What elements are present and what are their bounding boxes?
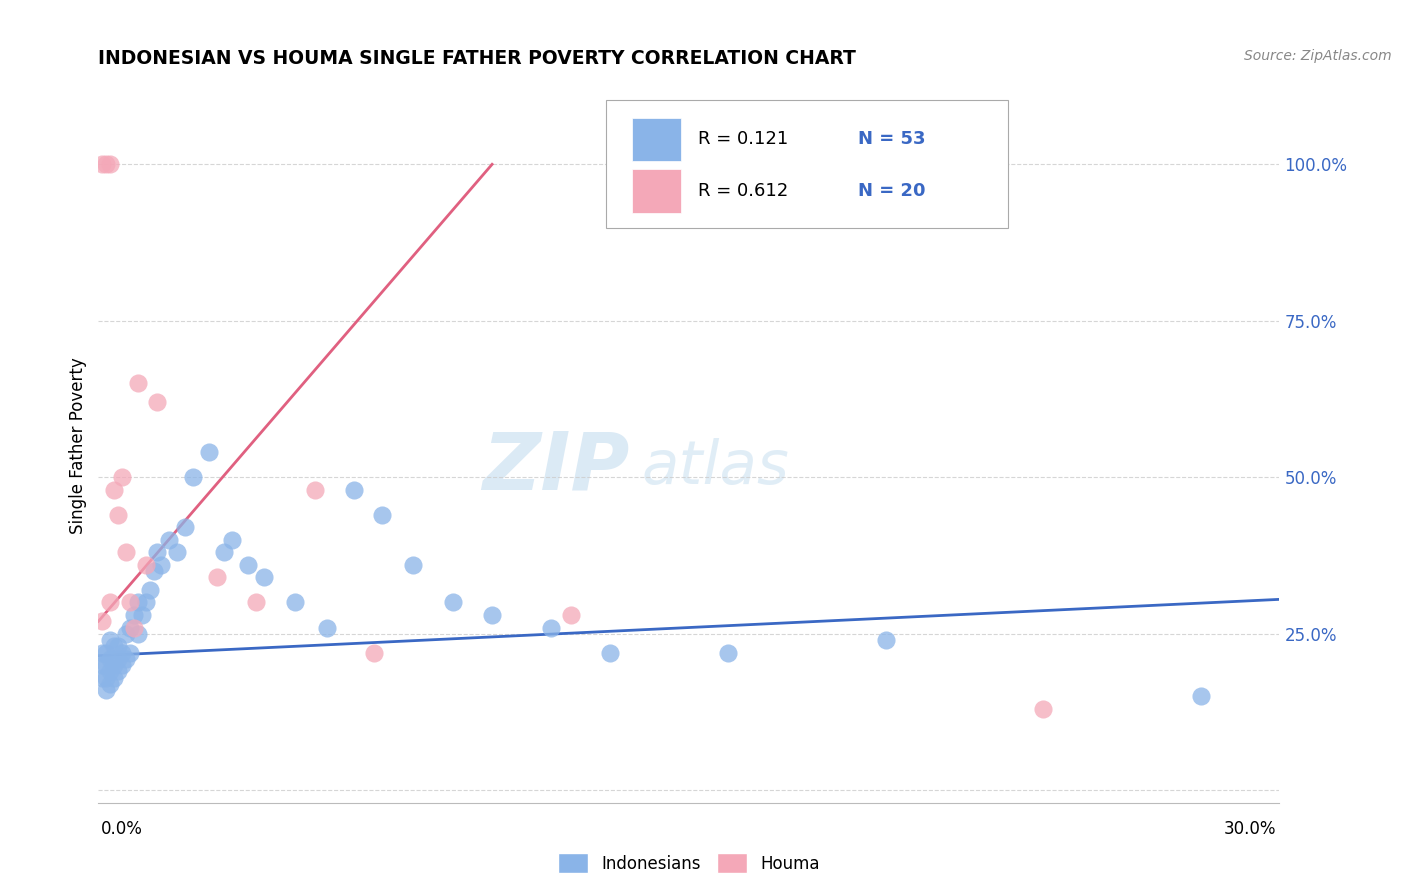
Point [166,545,188,559]
Point [875,633,897,648]
Point [142,564,165,578]
Point [138,582,160,597]
Point [91,671,114,685]
Point [540,621,562,635]
Point [150,558,173,572]
Point [96,683,118,698]
Point [127,376,149,391]
Point [481,607,503,622]
Point [157,533,180,547]
Text: N = 53: N = 53 [858,130,925,148]
Point [127,627,149,641]
Point [131,607,153,622]
Point [118,646,141,660]
Text: Source: ZipAtlas.com: Source: ZipAtlas.com [1244,49,1392,63]
Point [98,157,121,171]
Point [111,646,134,660]
Point [96,157,118,171]
Point [111,470,134,484]
Point [214,545,236,559]
Text: R = 0.612: R = 0.612 [699,182,789,200]
Point [315,621,337,635]
Point [103,483,125,497]
Text: INDONESIAN VS HOUMA SINGLE FATHER POVERTY CORRELATION CHART: INDONESIAN VS HOUMA SINGLE FATHER POVERT… [98,49,856,68]
Point [98,633,121,648]
Point [371,508,394,522]
Point [96,671,118,685]
Point [98,652,121,666]
Point [197,445,219,459]
FancyBboxPatch shape [633,118,681,161]
Point [107,508,129,522]
Point [135,558,157,572]
Point [146,545,169,559]
Point [103,640,125,654]
Point [96,658,118,673]
Point [103,658,125,673]
Point [91,157,114,171]
Point [96,646,118,660]
Point [118,621,141,635]
Point [115,627,138,641]
Point [127,595,149,609]
Point [122,607,145,622]
Point [205,570,228,584]
Point [717,646,740,660]
Point [221,533,243,547]
Point [599,646,621,660]
Point [284,595,307,609]
FancyBboxPatch shape [606,100,1008,228]
Text: ZIP: ZIP [482,428,630,507]
Point [343,483,366,497]
Point [1189,690,1212,704]
Point [402,558,425,572]
FancyBboxPatch shape [633,169,681,212]
Text: 0.0%: 0.0% [101,820,143,838]
Text: R = 0.121: R = 0.121 [699,130,789,148]
Point [146,395,169,409]
Point [304,483,326,497]
Point [91,646,114,660]
Point [98,665,121,679]
Y-axis label: Single Father Poverty: Single Father Poverty [69,358,87,534]
Point [174,520,197,534]
Point [107,652,129,666]
Point [122,621,145,635]
Point [91,658,114,673]
Point [181,470,204,484]
Point [91,614,114,628]
Point [98,677,121,691]
Point [98,595,121,609]
Point [111,658,134,673]
Text: N = 20: N = 20 [858,182,925,200]
Point [103,671,125,685]
Point [253,570,276,584]
Point [115,652,138,666]
Point [441,595,464,609]
Point [236,558,259,572]
Point [363,646,385,660]
Point [135,595,157,609]
Point [107,640,129,654]
Text: 30.0%: 30.0% [1225,820,1277,838]
Point [107,665,129,679]
Point [1032,702,1054,716]
Point [245,595,267,609]
Point [115,545,138,559]
Point [118,595,141,609]
Legend: Indonesians, Houma: Indonesians, Houma [551,847,827,880]
Text: atlas: atlas [641,438,790,497]
Point [560,607,582,622]
